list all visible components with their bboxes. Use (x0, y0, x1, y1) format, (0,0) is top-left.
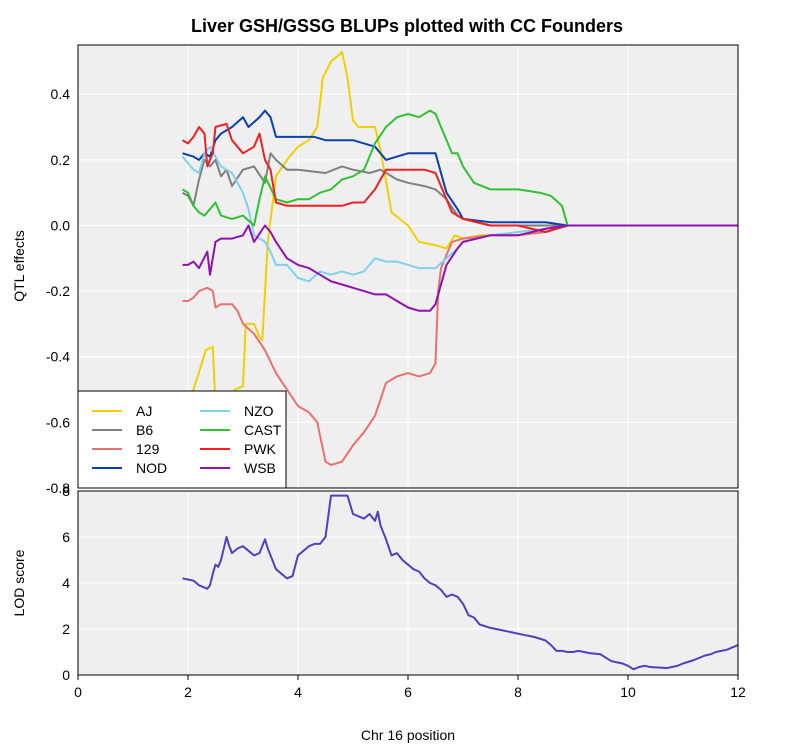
x-tick-label: 0 (74, 684, 82, 700)
qtl-series-lines (181, 50, 738, 466)
series-line-lod (182, 494, 739, 671)
y-tick-label: 2 (62, 621, 70, 637)
x-tick-label: 8 (514, 684, 522, 700)
y-tick-label: 0.0 (51, 217, 71, 233)
chart-title: Liver GSH/GSSG BLUPs plotted with CC Fou… (191, 16, 623, 36)
legend-label-pwk: PWK (244, 441, 277, 457)
series-line-cast (181, 109, 738, 227)
y-tick-label: 0 (62, 667, 70, 683)
y-tick-label: -0.2 (46, 283, 70, 299)
lod-panel: 8 6 4 2 0 0 2 4 6 8 10 12 LOD score (11, 483, 746, 700)
qtl-y-axis-label: QTL effects (11, 230, 27, 302)
y-tick-label: 8 (62, 483, 70, 499)
lod-y-axis-label: LOD score (11, 549, 27, 616)
qtl-effects-panel: 0.4 0.2 0.0 -0.2 -0.4 -0.6 -0.8 QTL effects AJ… (11, 44, 739, 496)
x-ticks: 0 2 4 6 8 10 12 (74, 675, 746, 700)
x-tick-label: 6 (404, 684, 412, 700)
x-axis-label: Chr 16 position (361, 727, 455, 743)
y-tick-label: 4 (62, 575, 70, 591)
y-tick-label: 6 (62, 529, 70, 545)
series-line-wsb (182, 224, 738, 312)
legend-box (77, 390, 287, 489)
y-tick-label: 0.4 (51, 86, 71, 102)
legend-label-b6: B6 (136, 422, 153, 438)
qtl-y-ticks: 0.4 0.2 0.0 -0.2 -0.4 -0.6 -0.8 (46, 86, 70, 496)
x-tick-label: 4 (294, 684, 302, 700)
legend-label-nzo: NZO (244, 403, 274, 419)
legend: AJ B6 129 NOD NZO CAST PWK WSB (77, 390, 287, 489)
lod-y-ticks: 8 6 4 2 0 (62, 483, 70, 683)
x-tick-label: 10 (620, 684, 636, 700)
qtl-plot-frame (77, 44, 739, 489)
legend-label-129: 129 (136, 441, 160, 457)
y-tick-label: -0.8 (46, 480, 70, 496)
legend-label-cast: CAST (244, 422, 282, 438)
y-tick-label: 0.2 (51, 152, 71, 168)
y-tick-label: -0.6 (46, 414, 70, 430)
series-line-129 (182, 224, 738, 466)
series-line-pwk (181, 122, 738, 233)
x-tick-label: 12 (730, 684, 746, 700)
legend-label-aj: AJ (136, 403, 152, 419)
y-tick-label: -0.4 (46, 349, 70, 365)
lod-series-line (182, 494, 739, 671)
x-tick-label: 2 (184, 684, 192, 700)
legend-label-wsb: WSB (244, 460, 276, 476)
legend-label-nod: NOD (136, 460, 167, 476)
